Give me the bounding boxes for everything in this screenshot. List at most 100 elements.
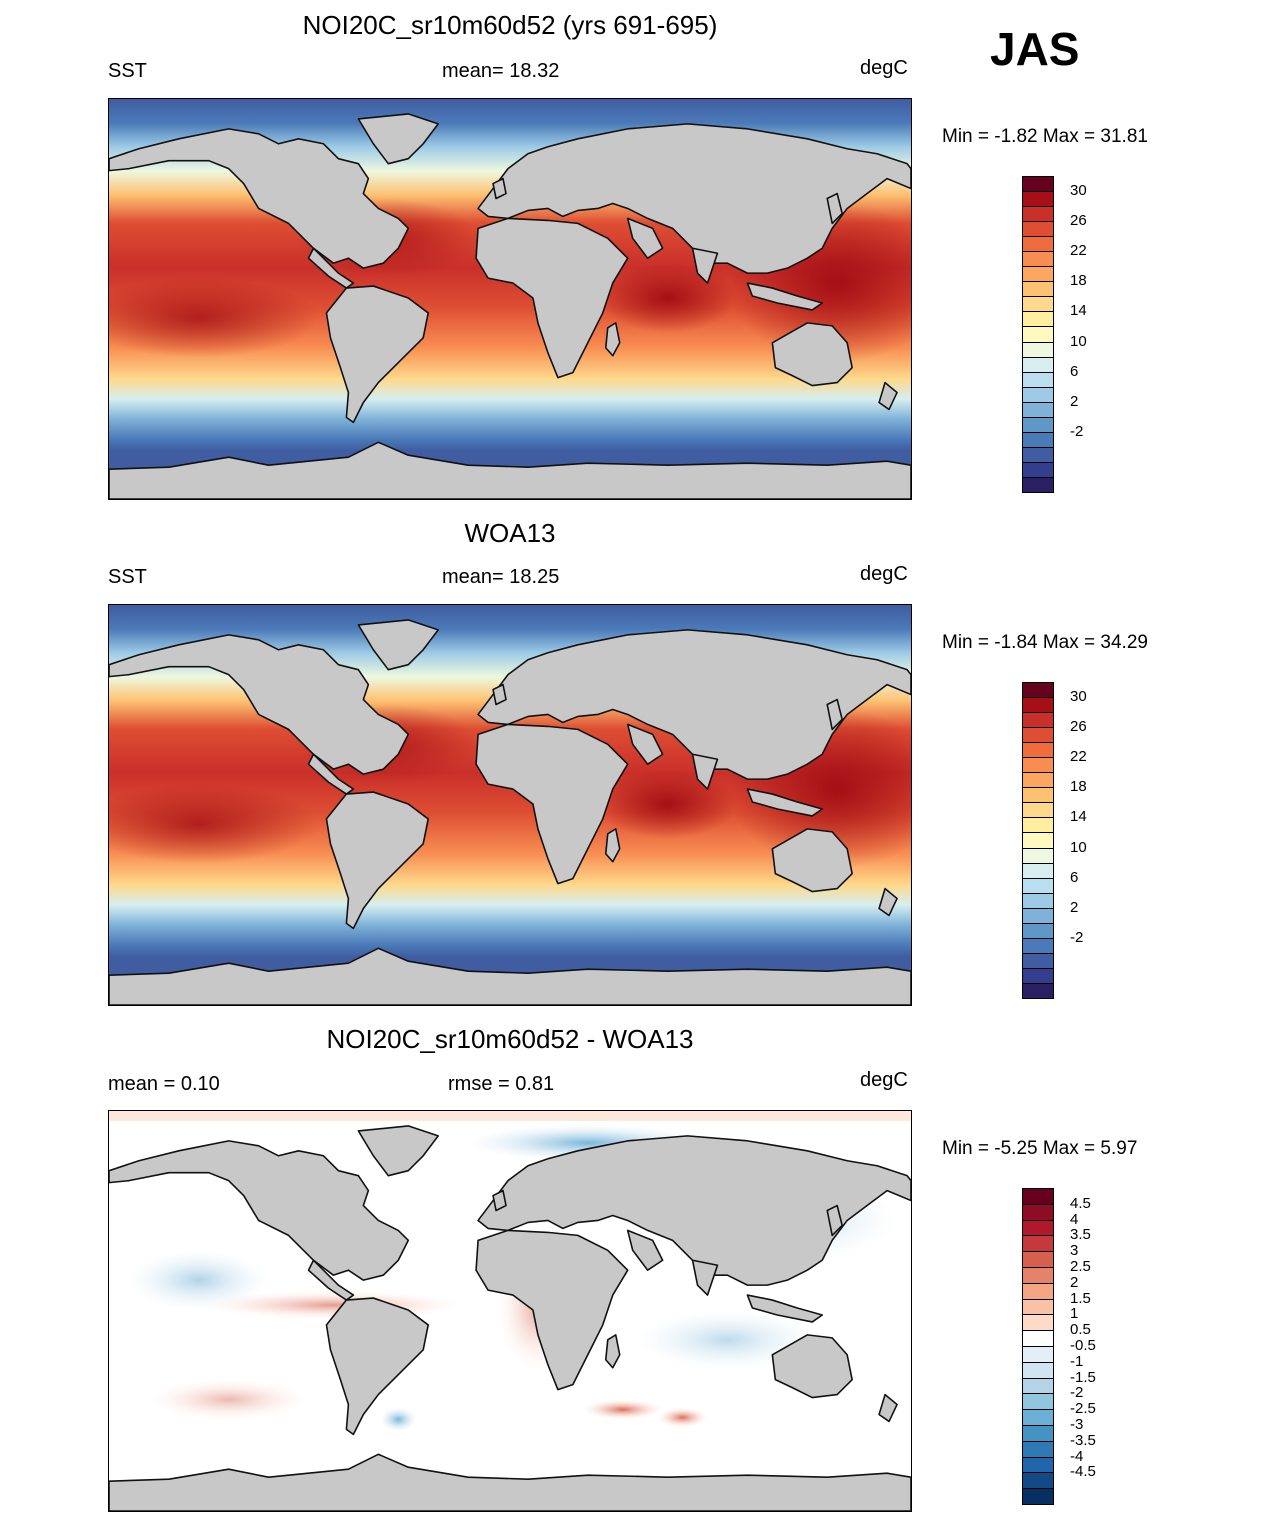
panel-1-title: NOI20C_sr10m60d52 (yrs 691-695)	[302, 10, 718, 40]
colorbar-label: 18	[1070, 778, 1087, 796]
colorbar-swatch	[1022, 952, 1054, 969]
colorbar-swatch	[1022, 191, 1054, 208]
colorbar-swatch	[1022, 1377, 1054, 1395]
colorbar-swatch	[1022, 697, 1054, 714]
colorbar-swatch	[1022, 1314, 1054, 1332]
colorbar-swatch	[1022, 296, 1054, 313]
panel-2-colorbar: 30 26 22 18 14 10 6 2 -2	[1022, 682, 1087, 999]
panel-2-minmax: Min = -1.84 Max = 34.29	[942, 632, 1148, 653]
panel-3-colorbar: 4.5 4 3.5 3 2.5 2 1.5 1 0.5 -0.5 -1 -1.5 -2 -2.5 -3 -3.…	[1022, 1188, 1096, 1505]
panel-2-title: WOA13	[464, 518, 556, 548]
colorbar-swatch	[1022, 1235, 1054, 1253]
sst-obs-map	[109, 605, 911, 1005]
colorbar-label: 10	[1070, 332, 1087, 350]
colorbar-swatch	[1022, 311, 1054, 328]
colorbar-label: -2.5	[1070, 1400, 1096, 1418]
colorbar-label: 22	[1070, 242, 1087, 260]
colorbar-swatch	[1022, 727, 1054, 744]
panel-3-map	[108, 1110, 912, 1512]
sst-difference-map	[109, 1111, 911, 1511]
colorbar-swatch	[1022, 1330, 1054, 1347]
colorbar-label: 1	[1070, 1305, 1079, 1323]
panel-2-mean: mean= 18.25	[442, 566, 560, 588]
colorbar-label: 30	[1070, 182, 1087, 200]
panel-2-variable: SST	[108, 566, 147, 588]
colorbar-swatch	[1022, 206, 1054, 223]
colorbar-swatch	[1022, 1188, 1054, 1205]
colorbar-swatch	[1022, 877, 1054, 894]
colorbar-label: 4.5	[1070, 1194, 1091, 1212]
colorbar-swatch	[1022, 1267, 1054, 1284]
colorbar-swatch	[1022, 832, 1054, 849]
colorbar-swatch	[1022, 862, 1054, 879]
colorbar-swatch	[1022, 772, 1054, 789]
colorbar-swatch	[1022, 787, 1054, 804]
colorbar-label: 0.5	[1070, 1321, 1091, 1339]
colorbar-swatch	[1022, 982, 1054, 999]
colorbar-label: -0.5	[1070, 1337, 1096, 1354]
colorbar-label: -3.5	[1070, 1431, 1096, 1449]
colorbar-swatch	[1022, 847, 1054, 864]
colorbar-swatch	[1022, 967, 1054, 984]
colorbar-label: -4	[1070, 1447, 1084, 1465]
colorbar-swatch	[1022, 251, 1054, 268]
colorbar-swatch	[1022, 937, 1054, 954]
colorbar-swatch	[1022, 1440, 1054, 1458]
colorbar-label: 22	[1070, 748, 1087, 766]
colorbar-swatch	[1022, 1361, 1054, 1379]
colorbar-swatch	[1022, 682, 1054, 699]
colorbar-swatch	[1022, 802, 1054, 819]
colorbar-swatch	[1022, 416, 1054, 433]
colorbar-label: 30	[1070, 688, 1087, 706]
colorbar-swatch	[1022, 386, 1054, 403]
colorbar-swatch	[1022, 401, 1054, 418]
panel-3-title: NOI20C_sr10m60d52 - WOA13	[326, 1024, 694, 1054]
panel-3-units: degC	[860, 1069, 908, 1091]
colorbar-swatch	[1022, 341, 1054, 358]
colorbar-swatch	[1022, 757, 1054, 774]
colorbar-swatch	[1022, 1409, 1054, 1426]
colorbar-label: 14	[1070, 302, 1087, 320]
colorbar-label: 14	[1070, 808, 1087, 826]
colorbar-swatch	[1022, 712, 1054, 729]
colorbar-swatch	[1022, 892, 1054, 909]
colorbar-label: 6	[1070, 362, 1079, 380]
colorbar-label: 3	[1070, 1242, 1079, 1260]
colorbar-swatch	[1022, 326, 1054, 343]
colorbar-swatch	[1022, 907, 1054, 924]
colorbar-label: 2	[1070, 898, 1079, 916]
colorbar-label: 3.5	[1070, 1226, 1091, 1244]
season-label: JAS	[990, 23, 1080, 75]
colorbar-swatch	[1022, 1282, 1054, 1300]
colorbar-swatch	[1022, 1472, 1054, 1490]
colorbar-label: 26	[1070, 212, 1087, 230]
colorbar-swatch	[1022, 431, 1054, 448]
panel-2-units: degC	[860, 563, 908, 585]
panel-3-rmse: rmse = 0.81	[448, 1073, 555, 1095]
colorbar-swatch	[1022, 356, 1054, 373]
colorbar-swatch	[1022, 817, 1054, 834]
colorbar-label: -4.5	[1070, 1463, 1096, 1481]
colorbar-label: -1	[1070, 1352, 1084, 1370]
colorbar-label: -3	[1070, 1416, 1084, 1433]
colorbar-swatch	[1022, 461, 1054, 478]
panel-2-map	[108, 604, 912, 1006]
colorbar-label: -2	[1070, 422, 1084, 440]
colorbar-swatch	[1022, 1393, 1054, 1411]
colorbar-swatch	[1022, 1251, 1054, 1268]
panel-1-units: degC	[860, 57, 908, 79]
sst-model-map	[109, 99, 911, 499]
colorbar-swatch	[1022, 221, 1054, 238]
colorbar-label: 2	[1070, 1273, 1079, 1291]
panel-1-map	[108, 98, 912, 500]
colorbar-label: 2.5	[1070, 1258, 1091, 1275]
colorbar-label: -2	[1070, 928, 1084, 946]
colorbar-label: -1.5	[1070, 1368, 1096, 1386]
colorbar-label: 1.5	[1070, 1289, 1091, 1307]
colorbar-swatch	[1022, 922, 1054, 939]
colorbar-swatch	[1022, 742, 1054, 759]
colorbar-swatch	[1022, 266, 1054, 283]
colorbar-swatch	[1022, 176, 1054, 193]
colorbar-swatch	[1022, 236, 1054, 253]
panel-3-mean: mean = 0.10	[108, 1073, 220, 1095]
